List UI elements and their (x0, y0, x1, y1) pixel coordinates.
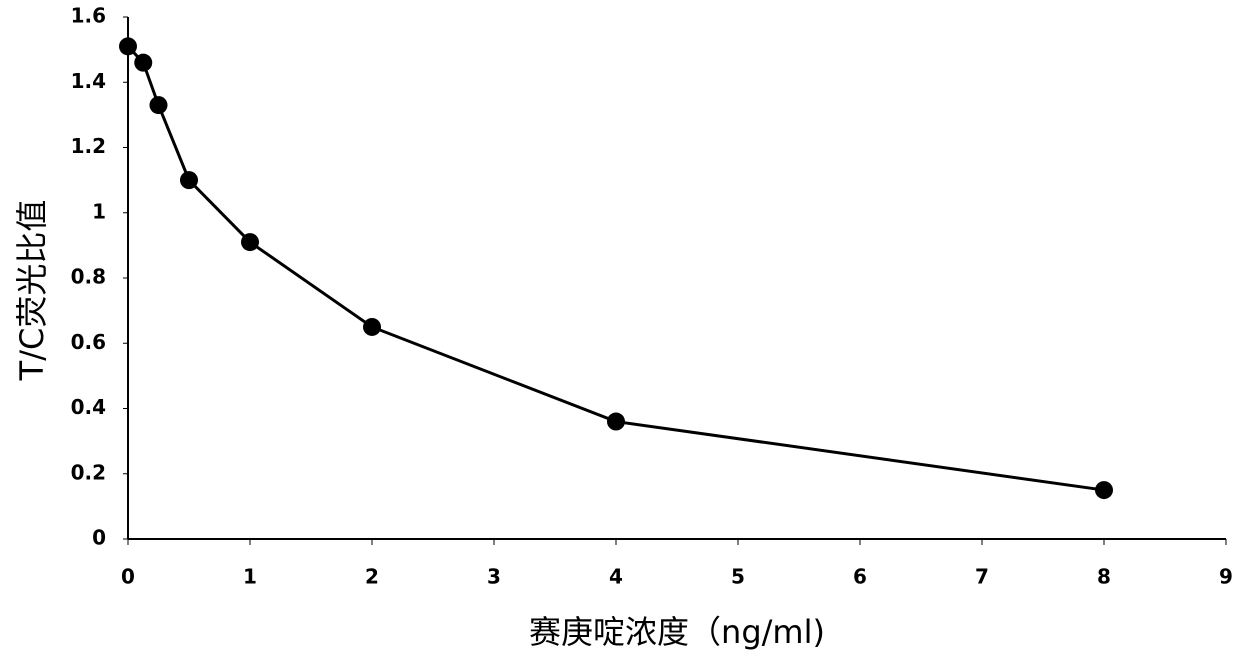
x-tick-label: 3 (487, 565, 501, 589)
marker (150, 96, 168, 114)
x-tick-label: 1 (243, 565, 257, 589)
x-tick-label: 5 (731, 565, 745, 589)
marker (1095, 481, 1113, 499)
y-tick-label: 1 (92, 199, 106, 223)
chart: 赛庚啶浓度（ng/ml) T/C荧光比值 0 0.2 0.4 0.6 0.8 1 1.2 1.… (0, 0, 1240, 664)
marker (607, 413, 625, 431)
marker (119, 37, 137, 55)
x-tick-label: 6 (853, 565, 867, 589)
x-tick-label: 2 (365, 565, 379, 589)
y-tick-label: 1.2 (71, 134, 106, 158)
y-tick-label: 0 (92, 526, 106, 550)
y-tick-label: 0.4 (71, 395, 106, 419)
marker (180, 171, 198, 189)
y-tick-label: 1.4 (71, 69, 106, 93)
marker (134, 54, 152, 72)
marker (241, 233, 259, 251)
x-tick-label: 9 (1219, 565, 1233, 589)
x-tick-label: 8 (1097, 565, 1111, 589)
y-tick-label: 1.6 (71, 4, 106, 28)
y-tick-label: 0.6 (71, 330, 106, 354)
x-axis-title: 赛庚啶浓度（ng/ml) (529, 613, 825, 651)
marker (363, 318, 381, 336)
x-tick-label: 7 (975, 565, 989, 589)
y-tick-label: 0.2 (71, 460, 106, 484)
y-tick-label: 0.8 (71, 265, 106, 289)
x-tick-label: 0 (121, 565, 135, 589)
x-tick-label: 4 (609, 565, 623, 589)
y-axis-title: T/C荧光比值 (13, 200, 51, 382)
